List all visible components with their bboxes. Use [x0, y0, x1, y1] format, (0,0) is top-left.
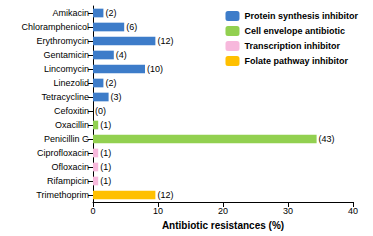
svg-text:10: 10: [153, 206, 163, 216]
svg-text:(1): (1): [100, 176, 111, 186]
svg-text:Cell envelope antibiotic: Cell envelope antibiotic: [244, 26, 345, 36]
svg-text:(3): (3): [111, 92, 122, 102]
svg-text:Oxacillin: Oxacillin: [55, 120, 89, 130]
svg-text:0: 0: [90, 206, 95, 216]
svg-text:40: 40: [348, 206, 358, 216]
svg-text:(43): (43): [319, 134, 335, 144]
svg-text:Protein synthesis inhibitor: Protein synthesis inhibitor: [244, 11, 358, 21]
svg-text:Antibiotic resistances (%): Antibiotic resistances (%): [162, 220, 284, 231]
svg-text:30: 30: [283, 206, 293, 216]
svg-text:Linezolid: Linezolid: [53, 78, 89, 88]
svg-text:(1): (1): [100, 148, 111, 158]
svg-text:Penicillin G: Penicillin G: [44, 134, 89, 144]
svg-text:20: 20: [218, 206, 228, 216]
svg-text:Folate pathway inhibitor: Folate pathway inhibitor: [244, 56, 348, 66]
svg-text:Chloramphenicol: Chloramphenicol: [21, 22, 89, 32]
svg-text:(10): (10): [147, 64, 163, 74]
svg-text:Rifampicin: Rifampicin: [47, 176, 89, 186]
svg-text:Trimethoprim: Trimethoprim: [36, 190, 89, 200]
svg-text:(0): (0): [95, 106, 106, 116]
svg-text:Gentamicin: Gentamicin: [43, 50, 89, 60]
svg-text:Ofloxacin: Ofloxacin: [51, 162, 89, 172]
svg-text:(12): (12): [157, 190, 173, 200]
svg-text:Tetracycline: Tetracycline: [41, 92, 89, 102]
svg-text:(2): (2): [105, 78, 116, 88]
svg-text:Lincomycin: Lincomycin: [44, 64, 89, 74]
svg-text:Transcription inhibitor: Transcription inhibitor: [244, 41, 340, 51]
svg-text:Erythromycin: Erythromycin: [36, 36, 89, 46]
svg-text:(4): (4): [116, 50, 127, 60]
svg-text:(12): (12): [157, 36, 173, 46]
svg-text:Cefoxitin: Cefoxitin: [54, 106, 89, 116]
svg-text:(1): (1): [100, 162, 111, 172]
svg-text:Ciprofloxacin: Ciprofloxacin: [37, 148, 89, 158]
svg-text:(2): (2): [105, 8, 116, 18]
svg-text:(1): (1): [100, 120, 111, 130]
svg-text:Amikacin: Amikacin: [52, 8, 89, 18]
svg-text:(6): (6): [126, 22, 137, 32]
